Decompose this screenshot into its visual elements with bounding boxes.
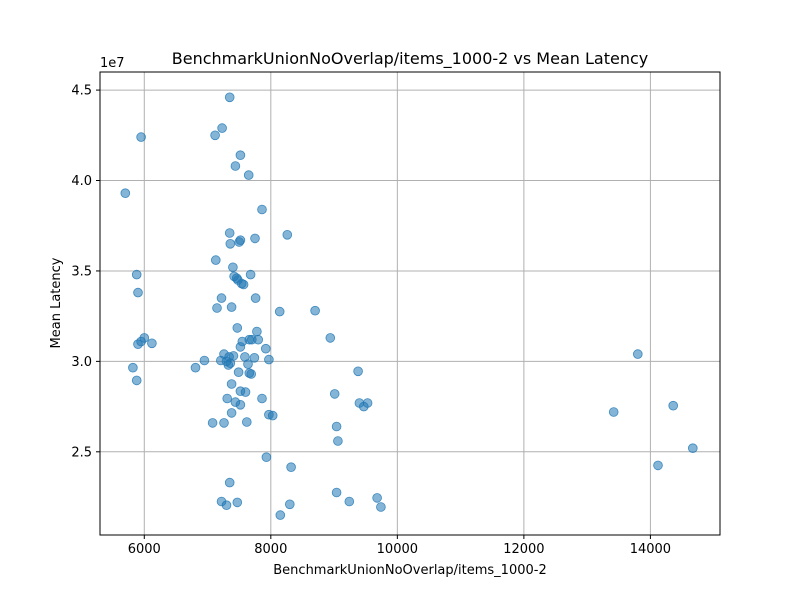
data-point xyxy=(222,393,233,404)
data-point xyxy=(224,477,235,488)
data-point xyxy=(219,418,229,428)
data-point xyxy=(331,487,342,498)
data-point xyxy=(207,418,218,428)
data-point xyxy=(331,421,342,432)
data-point xyxy=(226,302,237,312)
data-point xyxy=(224,228,235,238)
data-point xyxy=(246,369,257,379)
data-point xyxy=(286,462,296,473)
data-point xyxy=(232,323,243,333)
data-point xyxy=(358,401,369,412)
data-point xyxy=(249,352,260,363)
data-point xyxy=(223,360,234,370)
data-point xyxy=(199,355,210,366)
data-point xyxy=(226,379,237,389)
data-point xyxy=(245,269,256,280)
data-point xyxy=(274,306,285,317)
data-point xyxy=(282,230,293,240)
data-point xyxy=(257,204,267,215)
data-point xyxy=(235,342,246,352)
y-tick-label: 4.0 xyxy=(71,174,92,189)
data-point xyxy=(250,293,261,303)
x-tick-label: 10000 xyxy=(377,542,418,557)
y-tick-label: 2.5 xyxy=(71,445,92,460)
data-point xyxy=(120,188,131,199)
data-point xyxy=(260,343,271,354)
chart-title: BenchmarkUnionNoOverlap/items_1000-2 vs … xyxy=(172,49,648,69)
data-point xyxy=(234,237,245,247)
data-point xyxy=(210,130,220,141)
data-point xyxy=(687,443,698,454)
data-point xyxy=(131,269,142,280)
data-point xyxy=(250,233,260,244)
data-point xyxy=(225,239,236,249)
grid xyxy=(100,72,720,535)
data-point xyxy=(242,417,252,427)
data-point xyxy=(136,132,146,142)
data-point xyxy=(264,354,274,365)
data-point xyxy=(211,255,221,265)
data-point xyxy=(233,367,244,378)
data-point xyxy=(190,362,201,373)
data-point xyxy=(653,460,663,471)
data-points xyxy=(120,92,698,520)
data-point xyxy=(133,287,143,298)
data-point xyxy=(372,493,382,503)
data-point xyxy=(212,303,222,313)
data-point xyxy=(632,349,643,359)
data-point xyxy=(128,362,138,373)
data-point xyxy=(668,400,678,411)
data-point xyxy=(217,123,227,133)
data-point xyxy=(353,366,363,377)
data-point xyxy=(133,339,143,350)
data-point xyxy=(608,407,619,417)
x-tick-label: 8000 xyxy=(254,542,287,557)
data-point xyxy=(247,334,257,345)
y-axis-label: Mean Latency xyxy=(49,257,64,348)
data-point xyxy=(216,293,227,303)
data-point xyxy=(228,262,238,273)
data-point xyxy=(240,387,251,397)
data-point xyxy=(267,410,278,421)
data-point xyxy=(235,150,246,161)
x-tick-label: 12000 xyxy=(503,542,544,557)
data-point xyxy=(329,389,340,399)
data-point xyxy=(230,161,241,171)
data-point xyxy=(224,92,235,103)
y-axis-offset-label: 1e7 xyxy=(100,56,125,71)
y-axis-ticks: 2.5 3.0 3.5 4.0 4.5 xyxy=(71,84,100,460)
x-axis-ticks: 6000 8000 10000 12000 14000 xyxy=(128,535,671,557)
x-tick-label: 6000 xyxy=(128,542,161,557)
data-point xyxy=(376,502,386,512)
data-point xyxy=(333,436,343,446)
y-tick-label: 3.0 xyxy=(71,355,92,370)
data-point xyxy=(243,359,253,369)
data-point xyxy=(235,399,246,410)
data-point xyxy=(261,452,272,463)
data-point xyxy=(238,279,249,290)
data-point xyxy=(275,510,286,520)
y-tick-label: 4.5 xyxy=(71,84,92,99)
x-tick-label: 14000 xyxy=(630,542,671,557)
data-point xyxy=(221,500,232,511)
data-point xyxy=(257,393,267,404)
x-axis-label: BenchmarkUnionNoOverlap/items_1000-2 xyxy=(273,563,546,578)
data-point xyxy=(284,499,295,510)
data-point xyxy=(310,305,320,316)
data-point xyxy=(131,375,142,386)
data-point xyxy=(252,326,262,337)
data-point xyxy=(232,497,243,508)
data-point xyxy=(325,333,336,343)
data-point xyxy=(243,170,254,180)
plot-frame xyxy=(99,71,721,536)
data-point xyxy=(226,408,237,418)
data-point xyxy=(147,338,157,349)
data-point xyxy=(344,496,355,507)
y-tick-label: 3.5 xyxy=(71,264,92,279)
